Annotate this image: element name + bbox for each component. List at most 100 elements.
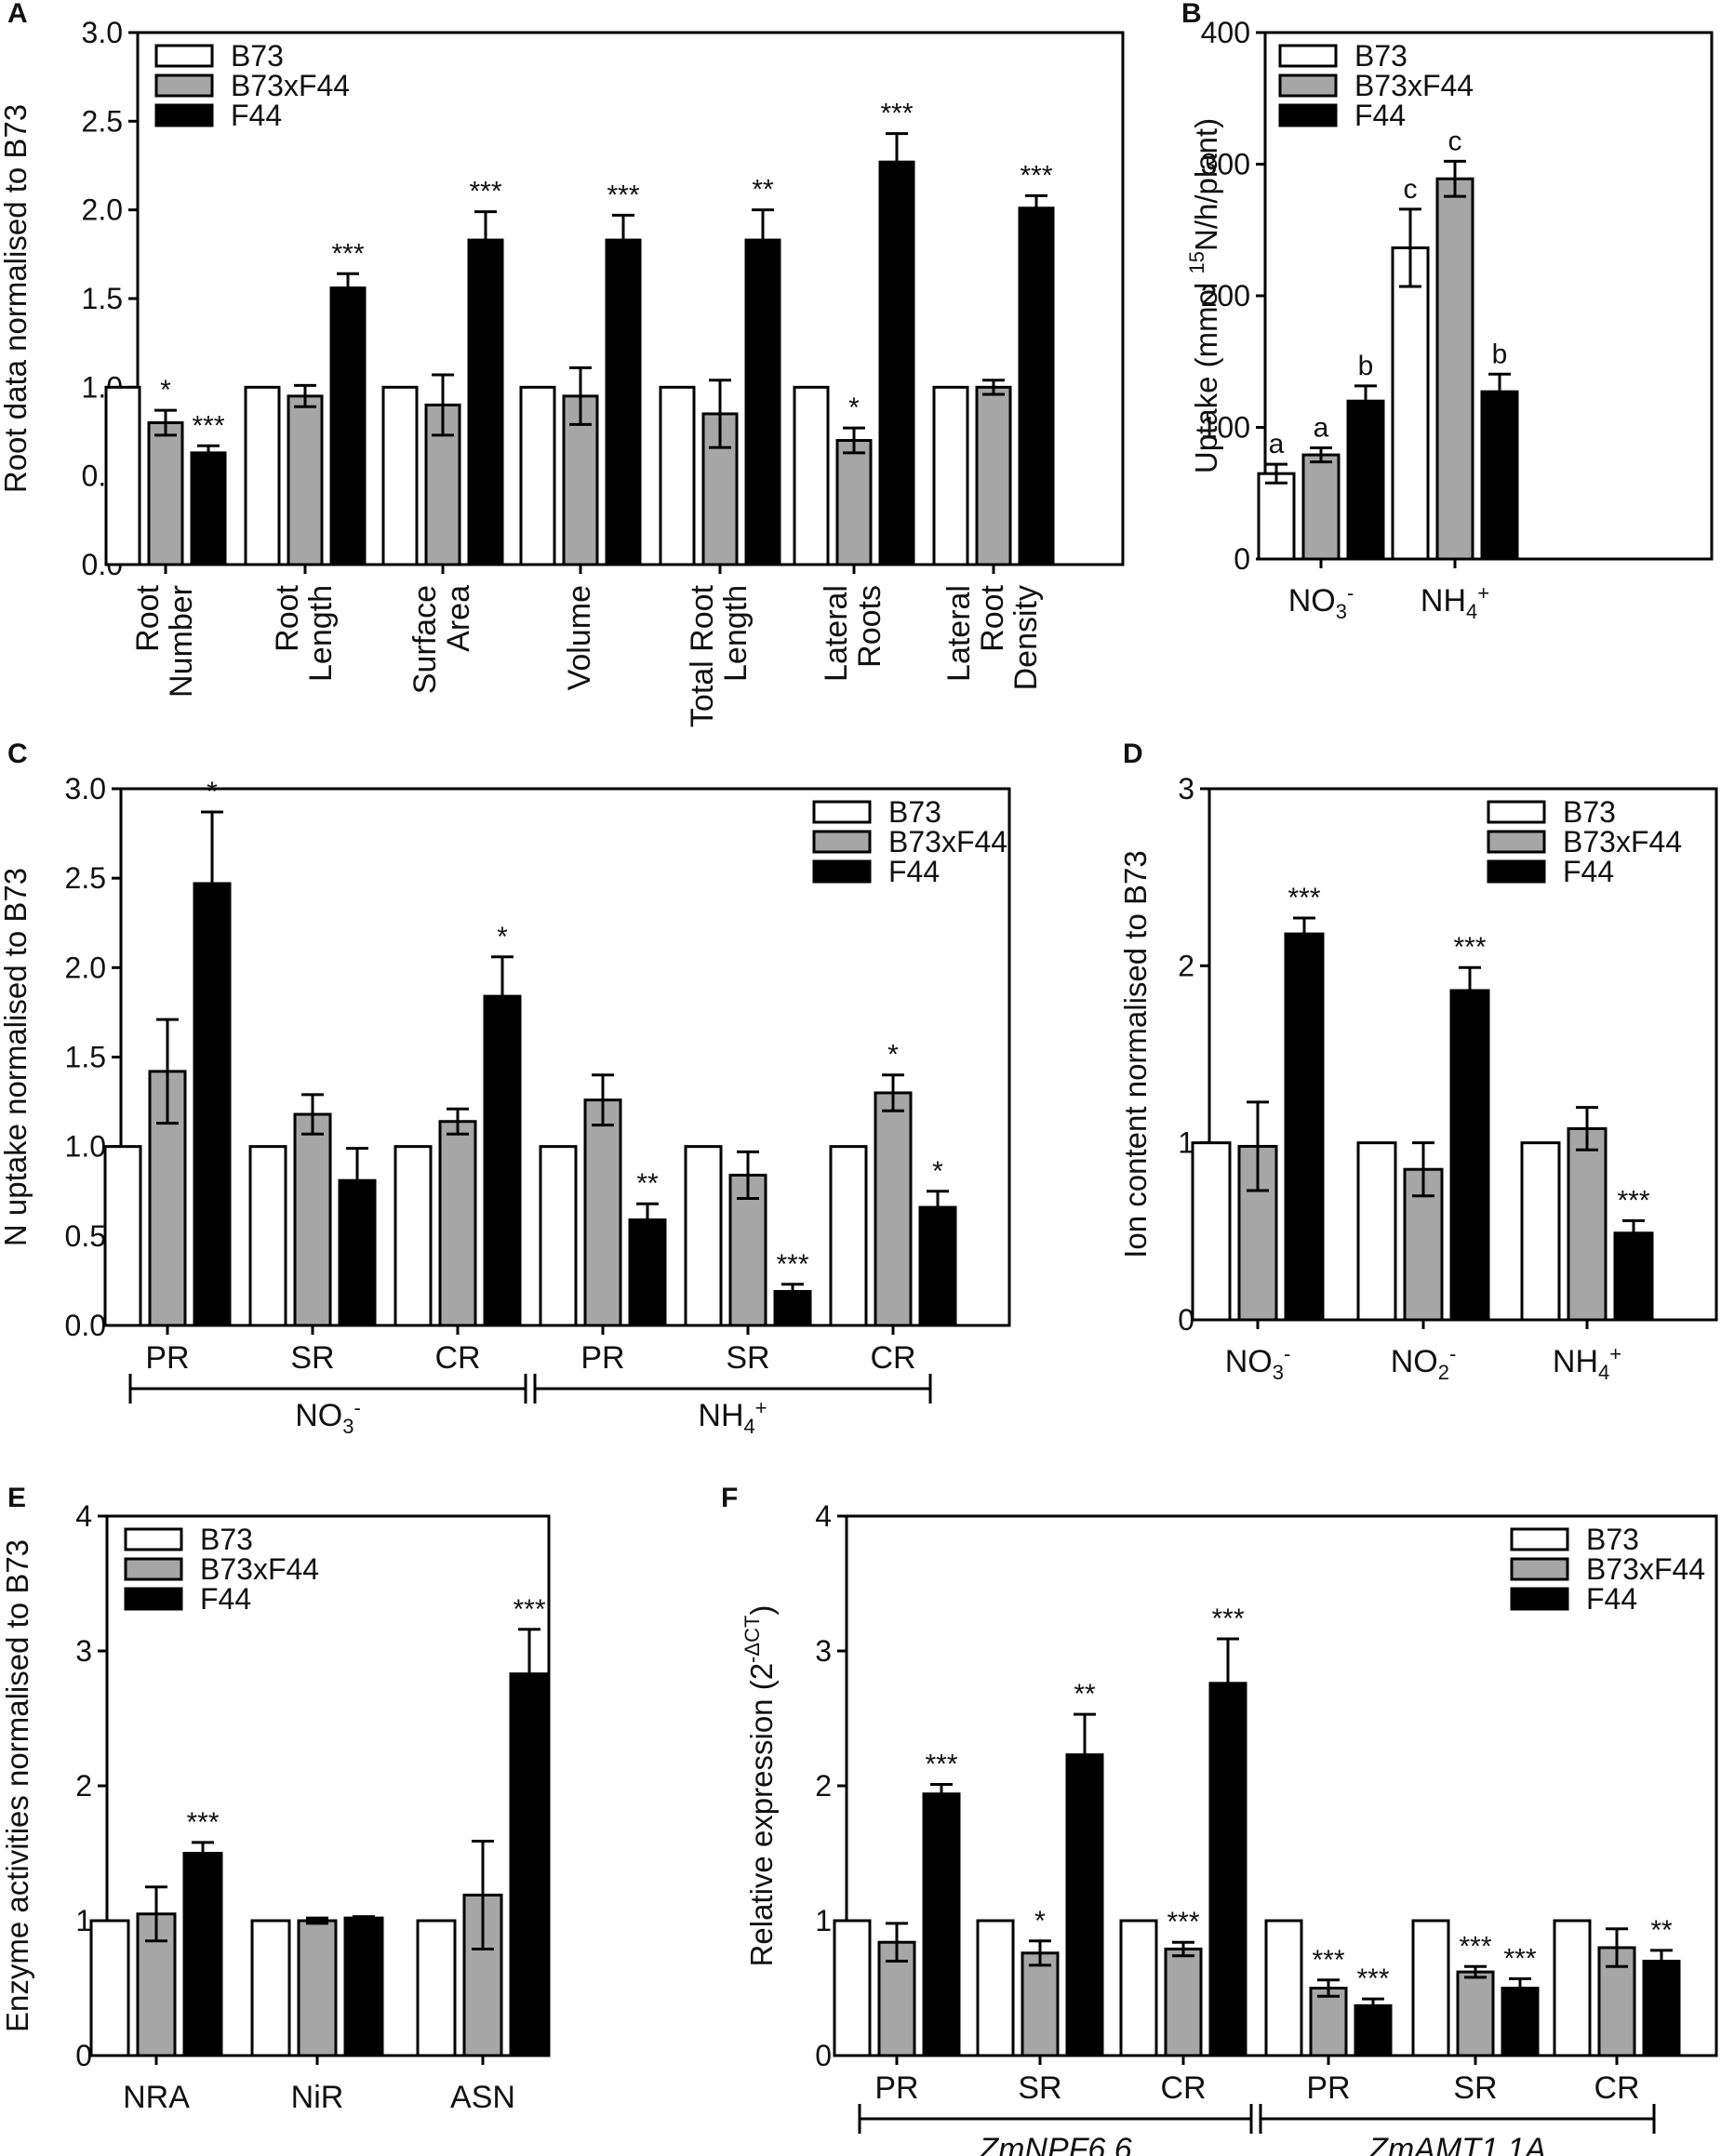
legend-swatch-F44 <box>124 1587 183 1611</box>
legend-label-B73xF44: B73xF44 <box>888 825 1007 858</box>
bar-F44-2 <box>467 238 504 566</box>
y-tick-label: 400 <box>1201 16 1250 49</box>
significance-label: *** <box>469 177 501 207</box>
bar-F44-0 <box>190 451 227 566</box>
significance-label: *** <box>1312 1945 1344 1976</box>
bar-F44-1 <box>329 286 367 566</box>
significance-label: *** <box>331 238 364 269</box>
bar-F44-5 <box>918 1205 957 1327</box>
x-tick-label: Lateral <box>941 585 977 682</box>
y-axis-label-sup: 15 <box>1185 251 1208 273</box>
x-tick-label: SR <box>1018 2070 1061 2106</box>
x-tick-label-0-sub: 3 <box>1273 1361 1284 1384</box>
panel-B: B 0 100 200 300 400 Uptake (mmol 15N/h/plant) a… <box>1181 0 1714 623</box>
y-axis-label-rest: N/h/plant) <box>1189 118 1223 251</box>
x-tick-label: Surface <box>407 585 443 694</box>
significance-label: ** <box>1074 1679 1096 1710</box>
bar-B73xF44-1 <box>1021 1951 1060 2057</box>
legend-swatch-F44 <box>154 103 214 127</box>
y-tick-label: 100 <box>1201 411 1250 445</box>
x-tick-label-1-sup: - <box>1449 1342 1456 1365</box>
bar-B73xF44-4 <box>1456 1970 1495 2057</box>
y-tick-label: 0 <box>75 2039 92 2072</box>
significance-label: *** <box>1503 1943 1536 1974</box>
group-label-1-sup: + <box>755 1396 767 1419</box>
x-tick-label: CR <box>1160 2070 1206 2106</box>
bar-B73xF44-1 <box>1435 177 1474 561</box>
y-axis-label-main: Relative expression (2 <box>744 1663 779 1967</box>
significance-label: *** <box>1211 1604 1244 1634</box>
significance-label: * <box>932 1156 943 1187</box>
significance-label: ** <box>752 175 774 206</box>
y-tick-label: 200 <box>1201 279 1250 313</box>
legend-label-B73xF44: B73xF44 <box>1354 69 1474 102</box>
panel-letter-D: D <box>1123 739 1143 769</box>
bar-B73xF44-3 <box>583 1098 622 1327</box>
y-axis-label-main: Uptake (mmol <box>1189 274 1223 474</box>
legend-swatch-B73xF44 <box>1278 73 1338 98</box>
group-label-0: NO3- <box>295 1396 361 1438</box>
group-label-0-sub: 3 <box>342 1415 354 1438</box>
y-axis-label-rest: ) <box>744 1605 779 1616</box>
x-tick-label-0-sup: - <box>1347 581 1354 605</box>
significance-label: *** <box>513 1594 545 1625</box>
x-tick-label: CR <box>434 1340 480 1376</box>
x-tick-label: ASN <box>450 2080 515 2115</box>
bar-B73-2 <box>394 1145 433 1327</box>
x-tick-label: SR <box>1453 2070 1497 2106</box>
bar-B73-0 <box>1191 1141 1232 1322</box>
y-tick-label: 300 <box>1201 148 1250 181</box>
x-tick-label: Root <box>270 584 305 651</box>
group-label-0-sup: - <box>354 1396 360 1419</box>
bar-F44-0 <box>922 1792 961 2057</box>
significance-label: * <box>1034 1906 1046 1936</box>
bar-B73-5 <box>829 1145 868 1327</box>
legend-swatch-B73xF44 <box>1487 830 1546 854</box>
x-tick-label-1-sub: 4 <box>1466 600 1477 623</box>
significance-label: a <box>1269 429 1285 459</box>
x-tick-label-2-main: NH <box>1553 1344 1598 1379</box>
bar-B73-6 <box>932 385 969 566</box>
y-axis-label: Uptake (mmol 15N/h/plant) <box>1185 118 1223 473</box>
x-tick-label: Number <box>164 585 199 698</box>
y-axis-label: N uptake normalised to B73 <box>0 868 33 1246</box>
panel-letter-C: C <box>7 739 28 769</box>
bar-B73-1 <box>976 1919 1015 2057</box>
significance-label: b <box>1492 339 1508 369</box>
legend-swatch-B73xF44 <box>1510 1557 1569 1581</box>
bar-B73-3 <box>519 385 556 566</box>
group-label: ZmNPF6.6 <box>978 2132 1131 2156</box>
bar-F44-1 <box>1065 1753 1104 2057</box>
bar-B73xF44-2 <box>438 1120 477 1327</box>
y-tick-label: 2.5 <box>82 104 123 138</box>
group-label-1: NH4+ <box>698 1396 767 1438</box>
significance-label: ** <box>636 1168 659 1199</box>
x-tick-label: SR <box>290 1340 334 1376</box>
legend-swatch-B73xF44 <box>812 830 872 854</box>
significance-label: *** <box>186 1807 219 1838</box>
bar-B73-2 <box>416 1919 457 2057</box>
x-tick-label: SR <box>726 1340 769 1376</box>
legend-label-B73xF44: B73xF44 <box>200 1552 319 1586</box>
bar-B73-1 <box>248 1145 287 1327</box>
bar-B73xF44-2 <box>1164 1947 1203 2057</box>
x-tick-label: PR <box>145 1340 189 1376</box>
significance-label: a <box>1314 413 1329 444</box>
bar-F44-0 <box>193 882 232 1327</box>
legend-label-F44: F44 <box>1586 1582 1637 1616</box>
y-tick-label: 3 <box>75 1634 92 1668</box>
y-tick-label: 3 <box>815 1634 832 1668</box>
panel-letter-E: E <box>7 1483 26 1513</box>
significance-label: c <box>1448 126 1462 156</box>
x-tick-label-1: NH4+ <box>1421 581 1489 623</box>
x-tick-label-0-sup: - <box>1284 1342 1290 1365</box>
legend-swatch-B73 <box>1510 1527 1569 1551</box>
y-tick-label: 4 <box>815 1499 832 1533</box>
legend-swatch-B73xF44 <box>124 1557 183 1581</box>
x-tick-label: PR <box>580 1340 624 1376</box>
bar-F44-4 <box>1501 1987 1540 2057</box>
bar-B73-0 <box>833 1919 872 2057</box>
group-label-0-main: NO <box>295 1398 342 1433</box>
